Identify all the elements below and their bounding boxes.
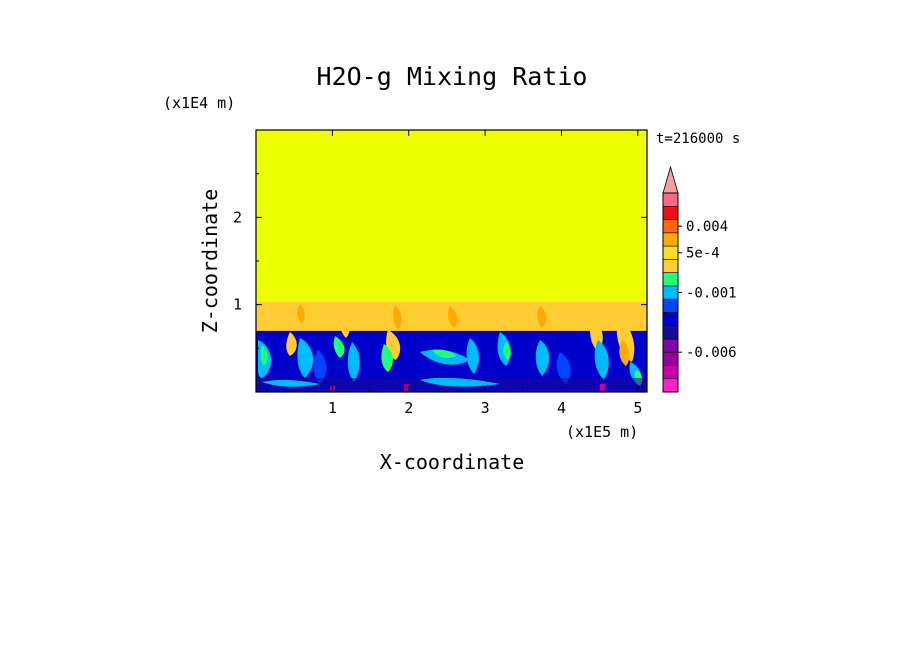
x-unit-label: (x1E5 m) (566, 423, 638, 441)
x-tick-label: 1 (328, 399, 337, 417)
colorbar-level (662, 259, 679, 273)
plume-green (432, 349, 456, 358)
y-axis-label: Z-coordinate (198, 189, 222, 334)
plume-green (381, 344, 393, 372)
colorbar-level (662, 192, 679, 207)
colorbar-level (662, 245, 679, 260)
plume-blue (556, 352, 571, 384)
colorbar-label: 5e-4 (686, 246, 720, 262)
x-tick-label: 3 (481, 399, 490, 417)
plume-orange (286, 332, 297, 356)
plume-blue (313, 350, 327, 384)
plume-cyan (262, 379, 320, 387)
colorbar-level (662, 232, 679, 247)
colorbar-level (662, 219, 679, 234)
plume-orange (393, 305, 402, 330)
x-ticks: 1 2 3 4 5 (293, 130, 642, 417)
colorbar-level (662, 272, 679, 287)
plume-orange (339, 314, 350, 338)
colorbar-label: -0.006 (686, 345, 737, 361)
x-tick-label: 4 (557, 399, 566, 417)
plume-cyan (535, 340, 550, 376)
plume-orange (616, 318, 635, 362)
plume-orange (447, 306, 458, 328)
chart-title: H2O-g Mixing Ratio (317, 62, 588, 91)
y-unit-label: (x1E4 m) (163, 94, 235, 112)
plume-orange (537, 306, 547, 328)
colorbar-level (662, 351, 679, 366)
x-axis-label: X-coordinate (380, 450, 525, 474)
plume-green (260, 345, 268, 366)
plume-cyan (420, 377, 500, 387)
boundary-layer-texture (256, 304, 647, 392)
colorbar-level (662, 205, 679, 220)
plume-green (333, 336, 345, 358)
x-tick-label: 5 (633, 399, 642, 417)
x-tick-label: 2 (404, 399, 413, 417)
y-tick-label: 2 (233, 208, 242, 226)
colorbar-level (662, 378, 679, 393)
colorbar-level (662, 312, 679, 326)
colorbar-level (662, 365, 679, 380)
colorbar: 0.004 5e-4 -0.001 -0.006 (662, 165, 737, 393)
plume-magenta (600, 384, 606, 392)
plume-orange (297, 304, 305, 324)
plume-magenta (330, 386, 336, 392)
plume-green (503, 342, 511, 360)
colorbar-level (662, 298, 679, 313)
y-tick-label: 1 (233, 296, 242, 314)
plume-cyan (466, 338, 479, 374)
colorbar-level (662, 338, 679, 353)
plume-cyan (297, 338, 314, 378)
colorbar-level (662, 325, 679, 340)
colorbar-over-triangle (662, 165, 679, 194)
plume-cyan (594, 340, 609, 380)
time-label: t=216000 s (656, 131, 740, 147)
region-upper (256, 130, 647, 303)
colorbar-label: 0.004 (686, 219, 728, 235)
colorbar-level (662, 285, 679, 300)
plume-orange (619, 340, 630, 366)
y-ticks: 12 (233, 173, 647, 349)
colorbar-label: -0.001 (686, 286, 737, 302)
plume-cyan (347, 342, 360, 382)
